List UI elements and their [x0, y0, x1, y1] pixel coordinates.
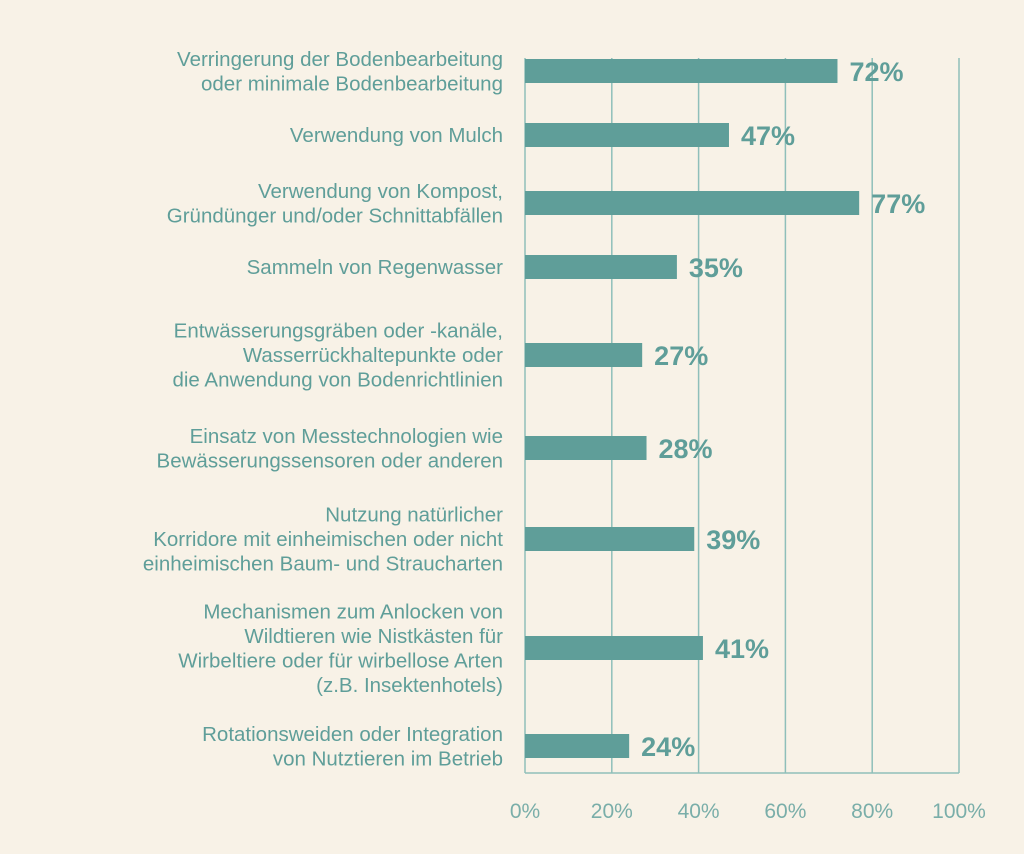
category-label: Gründünger und/oder Schnittabfällen [167, 204, 503, 227]
category-label: Nutzung natürlicher [325, 504, 503, 527]
category-label: Korridore mit einheimischen oder nicht [153, 528, 503, 551]
data-label: 24% [641, 732, 695, 762]
category-label: (z.B. Insektenhotels) [316, 674, 503, 697]
bar [525, 191, 860, 215]
category-label: oder minimale Bodenbearbeitung [201, 72, 503, 95]
data-label: 39% [706, 525, 760, 555]
x-tick-label: 0% [510, 800, 540, 823]
bar [525, 59, 838, 83]
category-label: Wasserrückhaltepunkte oder [243, 344, 503, 367]
x-tick-label: 80% [851, 800, 893, 823]
x-tick-label: 20% [591, 800, 633, 823]
data-label: 28% [659, 434, 713, 464]
data-label: 72% [849, 57, 903, 87]
category-label: die Anwendung von Bodenrichtlinien [172, 369, 503, 392]
bar [525, 436, 647, 460]
bar [525, 734, 630, 758]
x-tick-label: 100% [932, 800, 986, 823]
category-label: Wildtieren wie Nistkästen für [244, 625, 503, 648]
category-label: von Nutztieren im Betrieb [273, 747, 503, 770]
x-tick-label: 60% [764, 800, 806, 823]
category-label: Entwässerungsgräben oder -kanäle, [174, 320, 503, 343]
data-label: 77% [871, 189, 925, 219]
category-label: Mechanismen zum Anlocken von [203, 600, 503, 623]
x-tick-label: 40% [678, 800, 720, 823]
bar [525, 343, 643, 367]
bar [525, 255, 677, 279]
category-label: einheimischen Baum- und Straucharten [143, 553, 503, 576]
category-label: Sammeln von Regenwasser [247, 256, 504, 279]
category-label: Verwendung von Mulch [290, 124, 503, 147]
category-label: Einsatz von Messtechnologien wie [190, 425, 503, 448]
category-label: Wirbeltiere oder für wirbellose Arten [178, 649, 503, 672]
data-label: 47% [741, 121, 795, 151]
category-label: Verringerung der Bodenbearbeitung [177, 48, 503, 71]
bar [525, 527, 695, 551]
data-label: 35% [689, 253, 743, 283]
data-label: 41% [715, 634, 769, 664]
category-label: Bewässerungssensoren oder anderen [157, 449, 503, 472]
data-label: 27% [654, 341, 708, 371]
bar [525, 123, 729, 147]
bar [525, 636, 703, 660]
category-label: Rotationsweiden oder Integration [202, 723, 503, 746]
category-label: Verwendung von Kompost, [258, 180, 503, 203]
